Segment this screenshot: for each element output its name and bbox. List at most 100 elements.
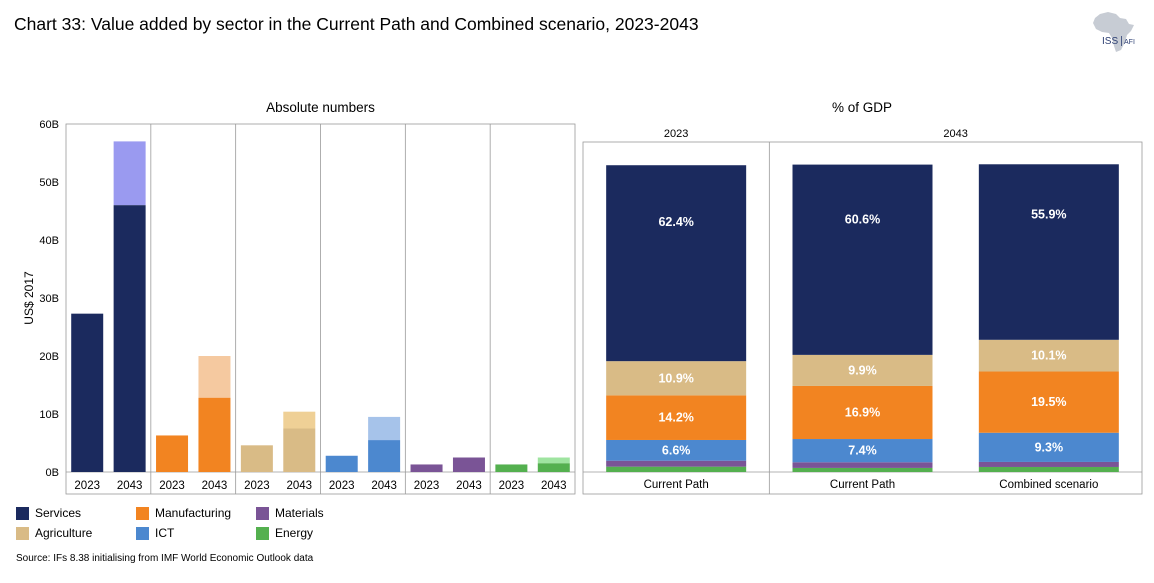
africa-map-icon	[1093, 12, 1134, 52]
absolute-numbers-chart: Absolute numbers US$ 2017 0B 10B 20B 30B 40B 50…	[22, 100, 576, 495]
legend-item-services: Services	[16, 506, 81, 520]
segment-services-2	[978, 164, 1119, 340]
legend-item-materials: Materials	[256, 506, 324, 520]
legend-swatch	[16, 526, 29, 540]
bar-ict-2043	[368, 440, 401, 472]
bar-agriculture-2023	[240, 445, 273, 472]
segment-agriculture-0	[606, 361, 747, 396]
legend: Services Manufacturing Materials Agricultur…	[16, 506, 376, 546]
y-tick-label: 50B	[39, 177, 59, 189]
right-chart-title: % of GDP	[832, 100, 892, 115]
x-tick-label: 2023	[329, 480, 355, 492]
bar-energy-2043-combined	[537, 457, 570, 464]
legend-swatch	[136, 506, 149, 520]
x-tick-label: 2043	[541, 480, 567, 492]
legend-swatch	[256, 526, 269, 540]
segment-ict-0	[606, 439, 747, 461]
bar-manufacturing-2043	[198, 397, 231, 472]
legend-label: Agriculture	[35, 526, 93, 540]
y-tick-label: 60B	[39, 119, 59, 131]
legend-label: Materials	[275, 506, 324, 520]
segment-manufacturing-1	[792, 385, 933, 440]
segment-manufacturing-0	[606, 395, 747, 440]
period-label-2023: 2023	[664, 128, 688, 140]
legend-item-energy: Energy	[256, 526, 313, 540]
legend-swatch	[16, 506, 29, 520]
bar-manufacturing-2023	[156, 435, 189, 472]
data-label-manufacturing: 14.2%	[658, 411, 693, 425]
legend-label: Manufacturing	[155, 506, 232, 520]
segment-services-1	[792, 164, 933, 355]
y-tick-label: 0B	[46, 467, 59, 479]
data-label-ict: 7.4%	[848, 444, 877, 458]
bar-energy-2023	[495, 464, 528, 472]
bar-ict-2023	[325, 455, 358, 472]
segment-manufacturing-2	[978, 371, 1119, 433]
segment-ict-1	[792, 439, 933, 463]
source-note: Source: IFs 8.38 initialising from IMF W…	[16, 553, 314, 564]
data-label-ict: 6.6%	[662, 443, 691, 457]
segment-materials-1	[792, 462, 933, 468]
period-label-2043: 2043	[943, 128, 967, 140]
data-label-services: 60.6%	[845, 213, 880, 227]
y-tick-label: 10B	[39, 409, 59, 421]
segment-energy-0	[606, 466, 747, 472]
chart-area: Absolute numbers US$ 2017 0B 10B 20B 30B 40B 50…	[22, 100, 1143, 495]
iss-afi-logo: ISS AFI	[1093, 12, 1135, 52]
bar-materials-2043	[452, 457, 485, 472]
x-tick-label: 2043	[286, 480, 312, 492]
data-label-agriculture: 9.9%	[848, 363, 877, 377]
x-tick-label: 2023	[159, 480, 185, 492]
segment-energy-1	[792, 467, 933, 472]
x-category-label: Current Path	[830, 479, 895, 491]
x-category-label: Combined scenario	[999, 479, 1098, 491]
segment-services-0	[606, 165, 747, 362]
y-tick-label: 40B	[39, 235, 59, 247]
bar-energy-2043	[537, 463, 570, 472]
data-label-manufacturing: 19.5%	[1031, 395, 1066, 409]
bar-ict-2043-combined	[368, 416, 401, 441]
y-axis-label: US$ 2017	[22, 271, 36, 325]
legend-item-manufacturing: Manufacturing	[136, 506, 231, 520]
data-label-agriculture: 10.9%	[658, 371, 693, 385]
data-label-services: 62.4%	[658, 215, 693, 229]
logo-divider	[1121, 36, 1122, 46]
segment-materials-0	[606, 460, 747, 467]
segment-agriculture-1	[792, 354, 933, 386]
bar-services-2023	[71, 313, 104, 472]
segment-ict-2	[978, 432, 1119, 462]
y-tick-label: 20B	[39, 351, 59, 363]
legend-label: Energy	[275, 526, 314, 540]
bar-manufacturing-2043-combined	[198, 356, 231, 398]
x-tick-label: 2023	[244, 480, 270, 492]
x-tick-label: 2023	[499, 480, 525, 492]
chart-title: Chart 33: Value added by sector in the C…	[14, 14, 699, 34]
legend-label: Services	[35, 506, 82, 520]
y-tick-label: 30B	[39, 293, 59, 305]
bar-materials-2023	[410, 464, 443, 472]
segment-materials-2	[978, 461, 1119, 467]
x-tick-label: 2043	[117, 480, 143, 492]
legend-swatch	[256, 506, 269, 520]
plot-frame	[582, 141, 1143, 495]
data-label-ict: 9.3%	[1035, 440, 1064, 454]
x-tick-label: 2023	[414, 480, 440, 492]
segment-energy-2	[978, 466, 1119, 472]
x-tick-label: 2043	[456, 480, 482, 492]
x-tick-label: 2023	[74, 480, 100, 492]
legend-label: ICT	[155, 526, 175, 540]
x-tick-label: 2043	[371, 480, 397, 492]
left-chart-title: Absolute numbers	[266, 100, 375, 115]
legend-item-agriculture: Agriculture	[16, 526, 92, 540]
legend-swatch	[136, 526, 149, 540]
data-label-agriculture: 10.1%	[1031, 349, 1066, 363]
bar-services-2043	[113, 205, 146, 472]
logo-text: ISS	[1102, 36, 1118, 47]
legend-item-ict: ICT	[136, 526, 174, 540]
percent-gdp-chart: % of GDP 2023 2043 6.6% 14.2% 10.9% 62.4% Curre…	[582, 100, 1143, 495]
bar-services-2043-combined	[113, 141, 146, 206]
data-label-manufacturing: 16.9%	[845, 405, 880, 419]
x-category-label: Current Path	[644, 479, 709, 491]
data-label-services: 55.9%	[1031, 208, 1066, 222]
bar-agriculture-2043-combined	[283, 411, 316, 429]
